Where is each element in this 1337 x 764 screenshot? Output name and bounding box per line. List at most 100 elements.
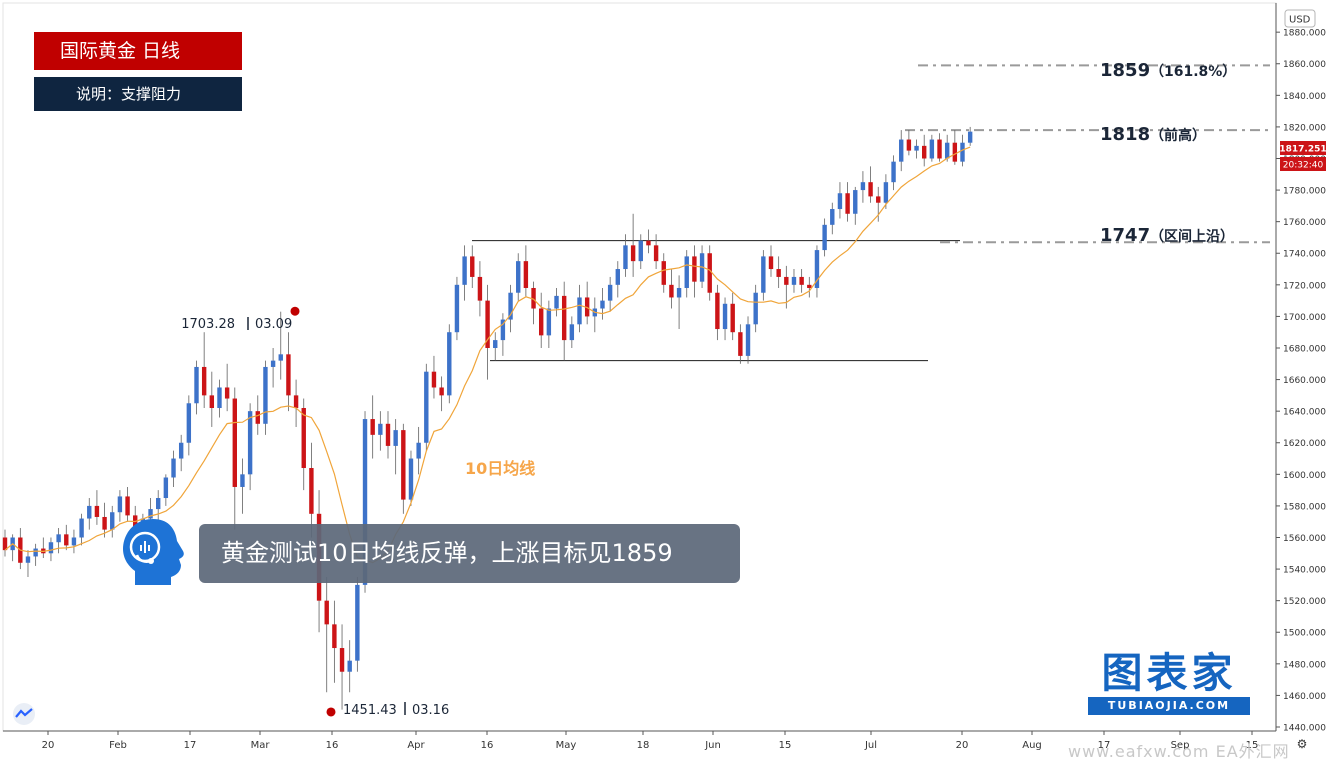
candle-body <box>876 196 881 203</box>
watermark: www.eafxw.com EA外汇网 <box>1068 742 1290 761</box>
candle-body <box>738 332 743 356</box>
candle-body <box>470 256 475 277</box>
x-tick-label: Apr <box>407 740 425 751</box>
candle-body <box>837 193 843 210</box>
candle-body <box>201 366 207 396</box>
y-tick-label: 1440.000 <box>1283 724 1326 734</box>
level-note-label: （161.8%） <box>1150 64 1236 80</box>
candle-body <box>278 354 283 361</box>
candle-body <box>462 256 467 285</box>
x-tick-label: Jul <box>864 740 877 751</box>
candle-body <box>600 300 605 309</box>
candle-body <box>79 518 84 538</box>
candle-body <box>623 245 628 270</box>
candle-body <box>807 284 812 288</box>
candle-body <box>240 474 245 487</box>
candle-body <box>814 250 820 288</box>
candle-body <box>224 387 230 399</box>
candle-body <box>87 505 92 519</box>
level-layer: 1859 （161.8%） 1818 （前高） 1747 （区间上沿） <box>472 60 1270 362</box>
candle-body <box>508 292 513 320</box>
level-note-label: （区间上沿） <box>1150 228 1234 245</box>
candle-body <box>707 253 712 293</box>
candle-body <box>676 287 682 298</box>
candle-body <box>485 300 490 348</box>
x-tick-label: 17 <box>184 740 197 751</box>
x-tick-label: 20 <box>42 740 55 751</box>
candle-body <box>332 624 337 649</box>
candle-body <box>516 261 521 293</box>
level-value-label: 1747 <box>1100 225 1150 246</box>
candle-body <box>929 139 935 159</box>
candle-body <box>171 458 176 478</box>
high-date-label: 03.09 <box>255 317 292 332</box>
high-price-label: 1703.28 <box>181 317 235 332</box>
x-tick-label: 17 <box>1098 740 1111 751</box>
y-tick-label: 1460.000 <box>1283 692 1326 702</box>
x-tick-label: May <box>556 740 577 751</box>
tradingview-logo-icon[interactable] <box>10 702 38 726</box>
candle-body <box>102 516 107 530</box>
candle-body <box>630 245 636 262</box>
candle-body <box>768 256 774 270</box>
x-tick-label: Mar <box>251 740 271 751</box>
candle-body <box>745 324 751 356</box>
candle-body <box>891 161 896 183</box>
candle-body <box>324 600 329 625</box>
candle-body <box>309 468 314 514</box>
candle-body <box>922 145 927 159</box>
x-tick-label: Feb <box>109 740 127 751</box>
candle-body <box>883 182 889 203</box>
y-tick-label: 1620.000 <box>1283 439 1326 449</box>
candle-body <box>2 537 8 551</box>
candle-body <box>339 648 345 672</box>
y-tick-label: 1880.000 <box>1283 29 1326 39</box>
candle-body <box>500 319 506 341</box>
candle-body <box>255 411 260 424</box>
candle-body <box>906 139 912 151</box>
candle-body <box>569 324 575 341</box>
candle-body <box>669 284 674 298</box>
y-tick-label: 1560.000 <box>1283 534 1326 544</box>
currency-badge <box>1284 9 1316 28</box>
candle-body <box>64 534 69 546</box>
candle-body <box>362 419 368 585</box>
x-tick-label: Sep <box>1171 740 1190 751</box>
candle-body <box>393 430 398 446</box>
brand-logo: 图表家 TUBIAOJIA.COM <box>1088 650 1250 716</box>
chart-description: 说明：支撑阻力 <box>34 77 242 111</box>
low-price-label: 1451.43 <box>343 703 397 718</box>
candle-body <box>761 256 766 293</box>
y-tick-label: 1720.000 <box>1283 281 1326 291</box>
countdown-label: 20:32:40 <box>1283 161 1324 171</box>
y-tick-label: 1540.000 <box>1283 566 1326 576</box>
candle-body <box>454 284 460 333</box>
candle-body <box>653 245 659 262</box>
x-tick-label: Jun <box>704 740 721 751</box>
candle-body <box>791 276 797 285</box>
candle-body <box>577 297 582 325</box>
x-tick-label: 16 <box>326 740 339 751</box>
candle-body <box>722 303 728 330</box>
candle-body <box>753 292 758 325</box>
countdown-tag <box>1280 157 1326 171</box>
candle-body <box>960 142 965 162</box>
candle-body <box>110 512 115 530</box>
candle-body <box>615 269 620 285</box>
candle-body <box>217 387 222 409</box>
candle-body <box>493 340 498 348</box>
x-tick-label: 15 <box>779 740 792 751</box>
candle-body <box>33 548 38 557</box>
candle-body <box>186 403 192 443</box>
candle-body <box>163 477 169 499</box>
candle-body <box>899 139 904 162</box>
candle-body <box>692 256 697 282</box>
candle-body <box>822 224 827 251</box>
y-tick-label: 1820.000 <box>1283 123 1326 133</box>
candle-body <box>370 419 375 435</box>
level-value-label: 1859 <box>1100 60 1150 81</box>
candle-body <box>293 395 299 409</box>
x-tick-label: Aug <box>1022 740 1042 751</box>
level-note-label: （前高） <box>1150 127 1206 144</box>
